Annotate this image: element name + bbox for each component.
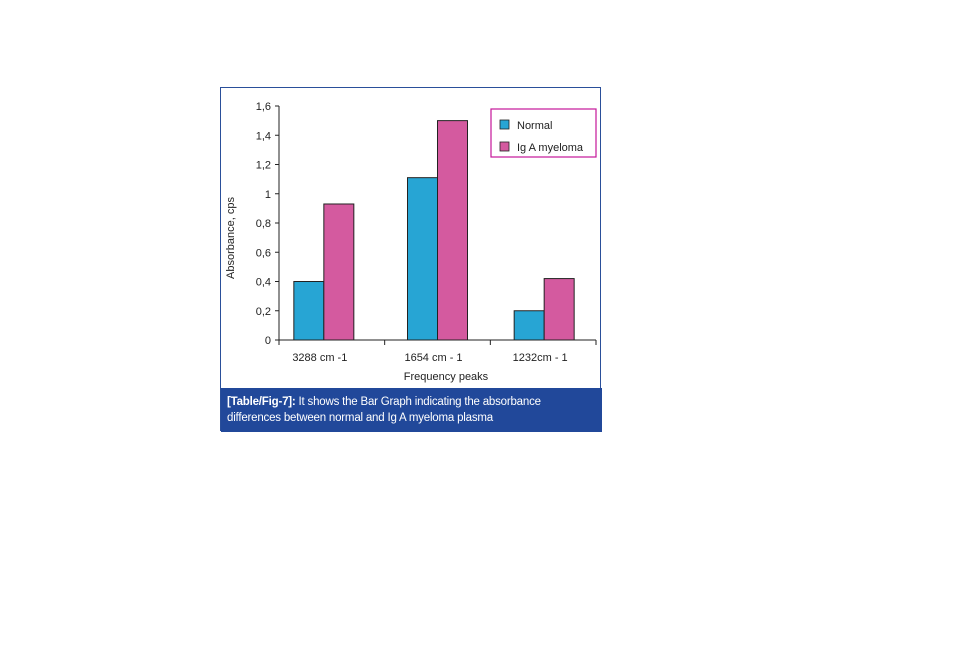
figure-panel: Absorbance, cps Frequency peaks 0 0,2 0,4 0… bbox=[220, 87, 602, 432]
legend-label-ig-a-myeloma: Ig A myeloma bbox=[517, 142, 584, 154]
y-tick-label: 0,8 bbox=[256, 218, 271, 230]
x-tick-label: 3288 cm -1 bbox=[292, 352, 347, 364]
bar-normal bbox=[407, 177, 438, 341]
y-tick-label: 0,6 bbox=[256, 247, 271, 259]
bar-chart: Absorbance, cps Frequency peaks 0 0,2 0,4 0… bbox=[225, 101, 597, 383]
bar-normal bbox=[293, 281, 325, 341]
legend-label-normal: Normal bbox=[517, 120, 552, 132]
y-tick-label: 0 bbox=[265, 335, 271, 347]
y-tick-label: 1,2 bbox=[256, 160, 271, 172]
bar-ig-a-myeloma bbox=[323, 203, 355, 341]
caption-label: [Table/Fig-7]: bbox=[227, 396, 296, 408]
x-tick-label: 1232cm - 1 bbox=[513, 352, 568, 364]
y-tick-label: 1,4 bbox=[256, 130, 271, 142]
y-axis-label: Absorbance, cps bbox=[225, 197, 237, 279]
legend-swatch-ig-a-myeloma bbox=[499, 141, 510, 152]
y-tick-label: 1,6 bbox=[256, 101, 271, 113]
figure-caption: [Table/Fig-7]: It shows the Bar Graph in… bbox=[221, 388, 602, 432]
bar-ig-a-myeloma bbox=[543, 278, 575, 341]
x-axis-label: Frequency peaks bbox=[404, 371, 489, 383]
y-tick-label: 1 bbox=[265, 189, 271, 201]
bar-normal bbox=[513, 310, 545, 341]
y-tick-label: 0,2 bbox=[256, 306, 271, 318]
bar-ig-a-myeloma bbox=[437, 120, 468, 341]
caption-text: It shows the Bar Graph indicating the ab… bbox=[227, 396, 541, 424]
y-tick-label: 0,4 bbox=[256, 277, 271, 289]
x-tick-label: 1654 cm - 1 bbox=[404, 352, 462, 364]
legend-swatch-normal bbox=[499, 119, 510, 130]
